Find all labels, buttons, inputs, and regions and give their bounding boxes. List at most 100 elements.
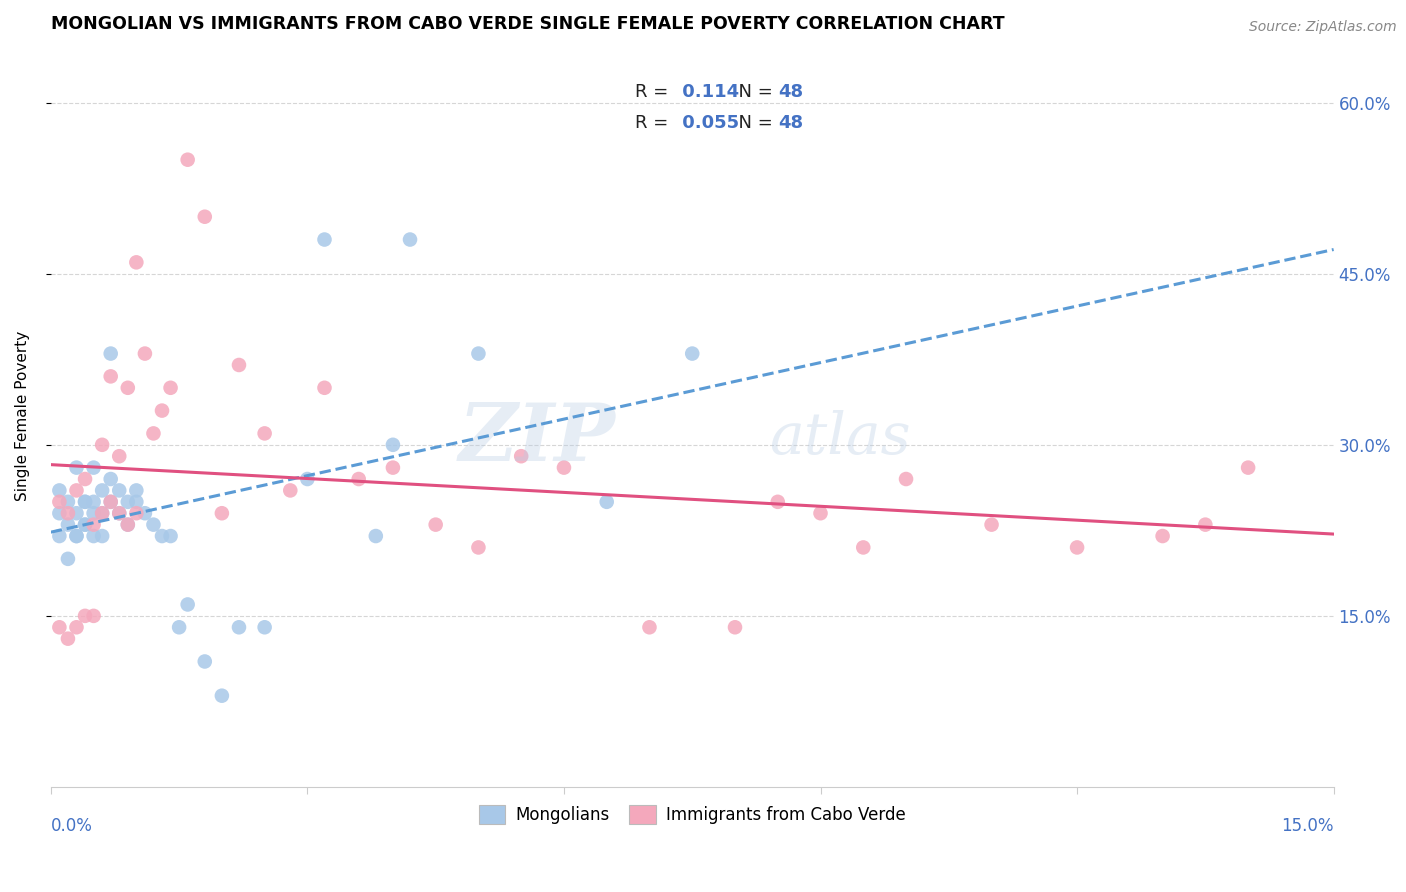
Point (176, 598, 198, 612)
Point (100, 369, 122, 384)
Point (253, 620, 276, 634)
Point (83, 506, 105, 520)
Point (65, 506, 87, 520)
Point (980, 517, 1002, 532)
Text: N =: N = (727, 83, 779, 102)
Y-axis label: Single Female Poverty: Single Female Poverty (15, 331, 30, 501)
Point (852, 541, 875, 555)
Point (1066, 541, 1088, 555)
Point (125, 255, 148, 269)
Point (1194, 517, 1216, 532)
Point (117, 517, 139, 532)
Point (211, 689, 233, 703)
Point (278, 483, 301, 498)
Point (228, 620, 250, 634)
Point (364, 529, 387, 543)
Point (314, 233, 336, 247)
Text: 0.055: 0.055 (675, 114, 738, 132)
Point (638, 620, 661, 634)
Point (65, 483, 87, 498)
Point (425, 517, 447, 532)
Point (159, 381, 181, 395)
Point (125, 483, 148, 498)
Point (228, 358, 250, 372)
Point (108, 449, 131, 463)
Point (48, 529, 70, 543)
Point (73, 472, 96, 486)
Point (48, 506, 70, 520)
Point (83, 608, 105, 623)
Point (73, 495, 96, 509)
Point (73, 608, 96, 623)
Text: 0.114: 0.114 (675, 83, 738, 102)
Text: ZIP: ZIP (458, 400, 616, 477)
Point (347, 472, 370, 486)
Point (117, 495, 139, 509)
Point (150, 403, 173, 417)
Point (91, 506, 114, 520)
Point (56, 506, 79, 520)
Point (134, 506, 156, 520)
Point (142, 426, 165, 441)
Point (553, 460, 575, 475)
Point (194, 655, 217, 669)
Point (100, 495, 122, 509)
Legend: Mongolians, Immigrants from Cabo Verde: Mongolians, Immigrants from Cabo Verde (472, 798, 912, 830)
Point (100, 346, 122, 360)
Text: N =: N = (727, 114, 779, 132)
Text: 15.0%: 15.0% (1281, 816, 1334, 835)
Point (100, 472, 122, 486)
Point (159, 529, 181, 543)
Point (314, 381, 336, 395)
Point (91, 438, 114, 452)
Point (56, 517, 79, 532)
Point (194, 210, 217, 224)
Point (596, 495, 619, 509)
Point (297, 472, 319, 486)
Text: 0.0%: 0.0% (51, 816, 93, 835)
Point (681, 346, 703, 360)
Point (91, 483, 114, 498)
Point (117, 381, 139, 395)
Point (91, 529, 114, 543)
Point (108, 506, 131, 520)
Point (211, 506, 233, 520)
Point (467, 346, 489, 360)
Point (381, 460, 404, 475)
Point (142, 517, 165, 532)
Point (73, 495, 96, 509)
Point (810, 506, 832, 520)
Text: R =: R = (634, 114, 673, 132)
Point (125, 506, 148, 520)
Text: MONGOLIAN VS IMMIGRANTS FROM CABO VERDE SINGLE FEMALE POVERTY CORRELATION CHART: MONGOLIAN VS IMMIGRANTS FROM CABO VERDE … (51, 15, 1004, 33)
Point (766, 495, 789, 509)
Point (176, 153, 198, 167)
Point (48, 483, 70, 498)
Point (467, 541, 489, 555)
Point (108, 506, 131, 520)
Point (381, 438, 404, 452)
Point (48, 495, 70, 509)
Point (150, 529, 173, 543)
Point (724, 620, 747, 634)
Point (83, 460, 105, 475)
Point (65, 529, 87, 543)
Point (108, 483, 131, 498)
Point (253, 426, 276, 441)
Point (65, 529, 87, 543)
Point (100, 495, 122, 509)
Point (134, 346, 156, 360)
Point (83, 529, 105, 543)
Point (73, 517, 96, 532)
Point (399, 233, 422, 247)
Text: Source: ZipAtlas.com: Source: ZipAtlas.com (1249, 20, 1396, 34)
Point (1237, 460, 1260, 475)
Point (83, 495, 105, 509)
Point (56, 632, 79, 646)
Point (56, 552, 79, 566)
Point (894, 472, 917, 486)
Text: 48: 48 (778, 83, 803, 102)
Point (73, 517, 96, 532)
Point (56, 495, 79, 509)
Text: atlas: atlas (769, 410, 911, 467)
